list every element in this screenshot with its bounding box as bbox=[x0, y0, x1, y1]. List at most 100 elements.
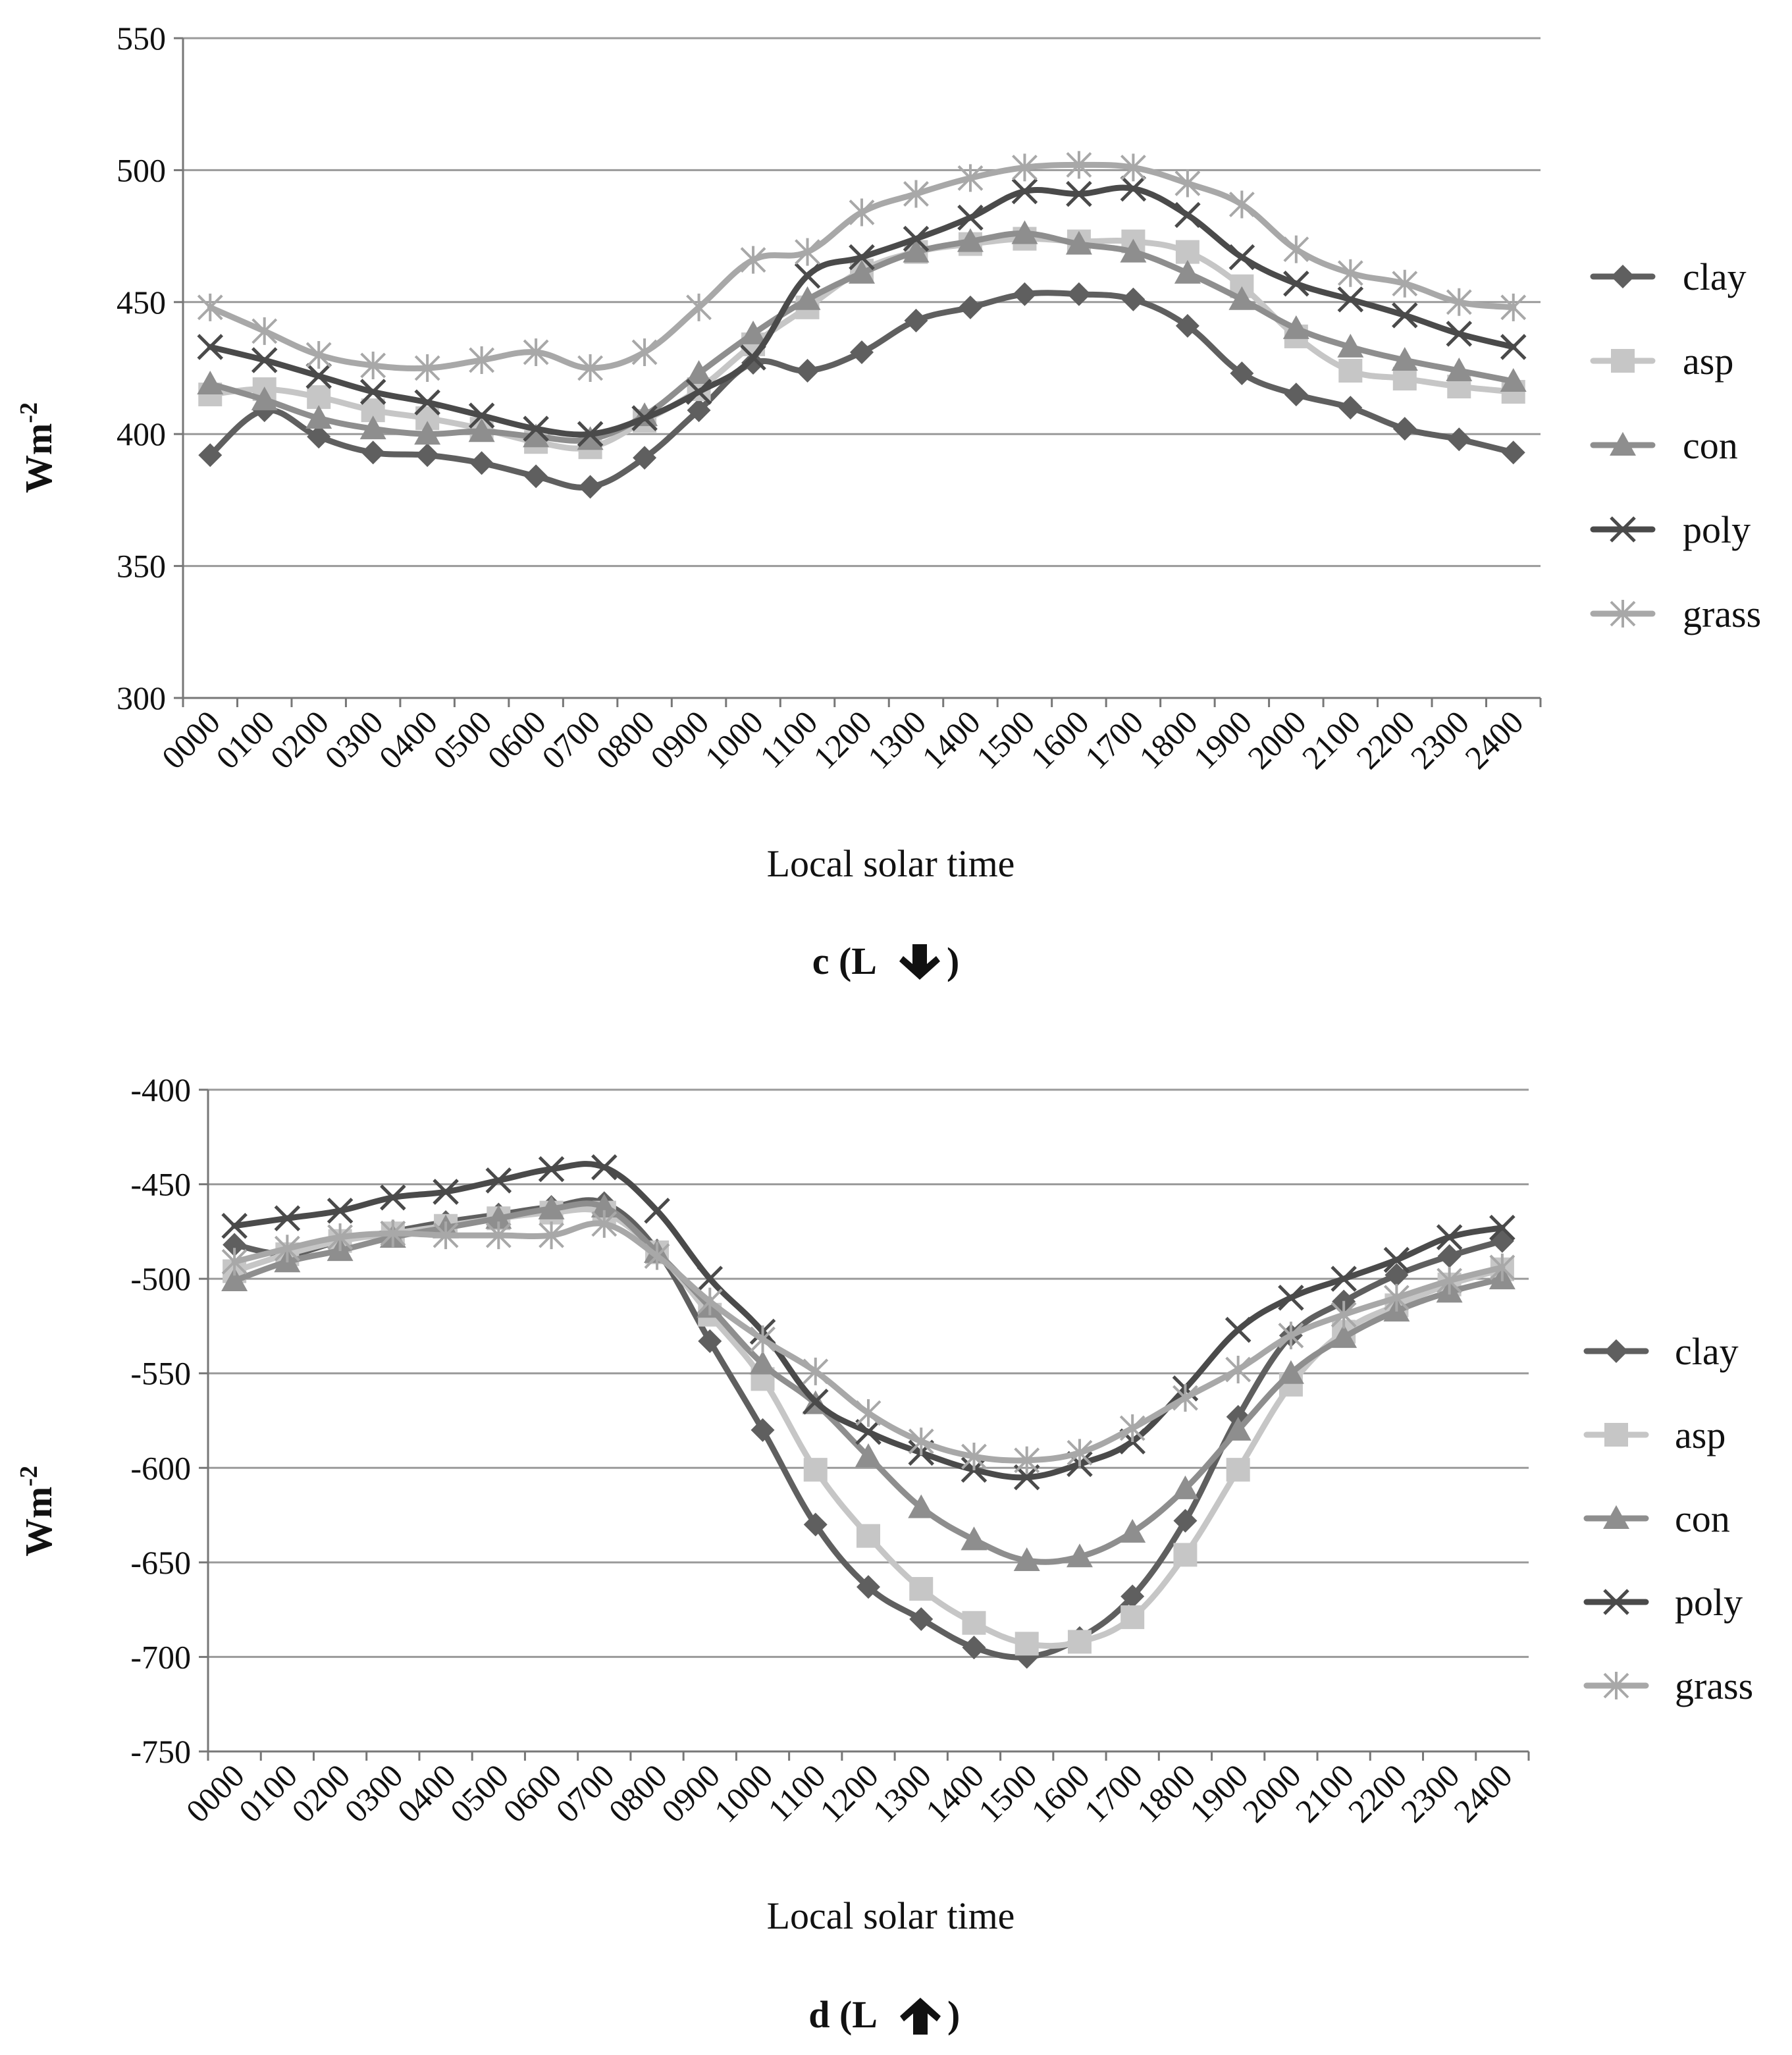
chart-c-point-grass bbox=[795, 238, 820, 266]
chart-d-point-grass bbox=[697, 1287, 723, 1316]
chart-d-point-grass bbox=[644, 1242, 670, 1270]
chart-c-x-tick-label: 0700 bbox=[535, 703, 607, 776]
chart-c-legend-label-grass: grass bbox=[1683, 593, 1761, 635]
chart-c-point-poly bbox=[794, 262, 821, 289]
chart-c-point-clay bbox=[198, 443, 223, 467]
chart-d-point-clay bbox=[856, 1575, 880, 1599]
chart-c-y-axis-title-base: Wm bbox=[17, 423, 60, 493]
chart-d-point-grass bbox=[1225, 1355, 1252, 1383]
chart-c-point-poly bbox=[1228, 244, 1255, 271]
chart-c-x-tick-label: 2200 bbox=[1349, 703, 1421, 776]
chart-c-x-tick-label: 1700 bbox=[1078, 703, 1150, 776]
chart-c-point-poly bbox=[1500, 334, 1527, 360]
chart-c-x-tick-label: 1400 bbox=[914, 703, 987, 776]
chart-c-point-con bbox=[1228, 286, 1255, 310]
chart-d-point-con bbox=[961, 1526, 988, 1551]
chart-c-legend-marker-asp bbox=[1611, 349, 1635, 373]
chart-d-legend-label-grass: grass bbox=[1675, 1665, 1753, 1707]
chart-d-point-poly bbox=[485, 1167, 512, 1194]
chart-c-point-grass bbox=[1337, 259, 1363, 287]
chart-c-point-poly bbox=[577, 421, 604, 447]
chart-d-point-poly bbox=[1489, 1214, 1515, 1241]
chart-c-axes bbox=[174, 37, 1542, 707]
chart-d-point-con bbox=[1277, 1360, 1304, 1384]
chart-c-point-grass bbox=[251, 317, 278, 345]
chart-c-point-con bbox=[740, 320, 767, 344]
chart-d-x-tick-label: 2100 bbox=[1288, 1757, 1361, 1829]
chart-d-point-poly bbox=[1383, 1246, 1410, 1273]
chart-c-point-grass bbox=[577, 354, 604, 382]
chart-d-point-poly bbox=[697, 1266, 724, 1292]
chart-d-legend-label-poly: poly bbox=[1675, 1581, 1743, 1624]
chart-d-point-con bbox=[1066, 1543, 1093, 1568]
chart-c-point-grass bbox=[1120, 153, 1146, 182]
chart-d-point-grass bbox=[908, 1428, 934, 1456]
chart-c-point-grass bbox=[1392, 269, 1418, 298]
chart-d-point-poly bbox=[433, 1179, 459, 1205]
chart-c-point-clay bbox=[1013, 282, 1037, 306]
chart-d-point-grass bbox=[327, 1223, 354, 1251]
chart-d-x-tick-label: 1600 bbox=[1024, 1757, 1096, 1829]
chart-d-point-poly bbox=[644, 1198, 670, 1224]
chart-c-x-tick-label: 1200 bbox=[806, 703, 878, 776]
chart-d-point-asp bbox=[1173, 1543, 1198, 1567]
chart-d-legend-label-asp: asp bbox=[1675, 1414, 1726, 1456]
chart-c-point-clay bbox=[1067, 282, 1091, 306]
chart-c-y-tick-label: 400 bbox=[117, 415, 166, 452]
chart-d-point-asp bbox=[962, 1611, 986, 1635]
chart-c-x-tick-label: 1100 bbox=[752, 703, 824, 775]
chart-c-point-con bbox=[957, 228, 984, 252]
chart-c-point-con bbox=[1337, 333, 1364, 358]
chart-d-y-tick-label: -600 bbox=[130, 1449, 191, 1486]
chart-d-point-grass bbox=[1436, 1267, 1463, 1295]
chart-c-x-tick-label: 1300 bbox=[860, 703, 933, 776]
chart-d-point-grass bbox=[221, 1248, 248, 1276]
chart-d-point-grass bbox=[433, 1221, 459, 1250]
chart-d-point-clay bbox=[962, 1636, 986, 1660]
chart-d-point-poly bbox=[591, 1154, 618, 1181]
chart-d-legend-marker-poly bbox=[1603, 1589, 1629, 1615]
chart-c-x-tick-label: 1000 bbox=[698, 703, 770, 776]
chart-c-point-clay bbox=[524, 464, 548, 489]
chart-d-y-tick-label: -450 bbox=[130, 1166, 191, 1203]
chart-d-point-poly bbox=[1225, 1316, 1252, 1343]
chart-d-x-tick-label: 0400 bbox=[390, 1757, 463, 1829]
chart-d-legend-marker-grass bbox=[1603, 1672, 1629, 1699]
chart-d-point-clay bbox=[751, 1418, 775, 1442]
chart-d-point-poly bbox=[274, 1205, 301, 1232]
chart-d-point-grass bbox=[855, 1399, 882, 1428]
chart-c-point-poly bbox=[1392, 302, 1418, 329]
chart-c-x-tick-label: 1800 bbox=[1132, 703, 1204, 776]
chart-d-point-grass bbox=[961, 1443, 987, 1471]
chart-c-legend-item-grass: grass bbox=[1590, 593, 1761, 635]
chart-d-point-clay bbox=[223, 1233, 247, 1257]
chart-c-point-grass bbox=[686, 293, 712, 321]
chart-c-point-grass bbox=[414, 354, 440, 382]
chart-c-point-grass bbox=[957, 164, 984, 192]
chart-d-x-tick-label: 0500 bbox=[443, 1757, 515, 1829]
chart-c-point-con bbox=[1174, 259, 1201, 284]
chart-c-point-grass bbox=[1012, 153, 1038, 182]
chart-c-x-tick-label: 0800 bbox=[589, 703, 662, 776]
chart-d-legend-label-con: con bbox=[1675, 1497, 1730, 1540]
chart-d-y-tick-label: -700 bbox=[130, 1638, 191, 1675]
chart-c-series-grass bbox=[197, 151, 1527, 382]
chart-d-point-asp bbox=[1067, 1630, 1092, 1654]
chart-c-point-asp bbox=[1392, 367, 1417, 391]
chart-d-x-tick-label: 1500 bbox=[971, 1757, 1043, 1829]
chart-c-point-poly bbox=[197, 334, 224, 360]
chart-d-point-grass bbox=[591, 1210, 618, 1238]
chart-c-caption-prefix: c (L bbox=[812, 940, 877, 982]
chart-c-y-tick-label: 500 bbox=[117, 151, 166, 188]
chart-c-x-tick-label: 1600 bbox=[1023, 703, 1095, 776]
chart-d-point-clay bbox=[1490, 1229, 1514, 1253]
chart-c-series-clay bbox=[198, 282, 1525, 499]
chart-d-point-grass bbox=[1119, 1414, 1146, 1442]
chart-d-legend-marker-clay bbox=[1604, 1339, 1628, 1363]
chart-d-point-con bbox=[749, 1350, 776, 1375]
chart-c-point-poly bbox=[523, 415, 549, 442]
chart-d-legend-item-clay: clay bbox=[1583, 1330, 1739, 1373]
chart-d-point-grass bbox=[274, 1235, 300, 1263]
chart-c-y-axis-title-superscript: -2 bbox=[15, 402, 43, 423]
